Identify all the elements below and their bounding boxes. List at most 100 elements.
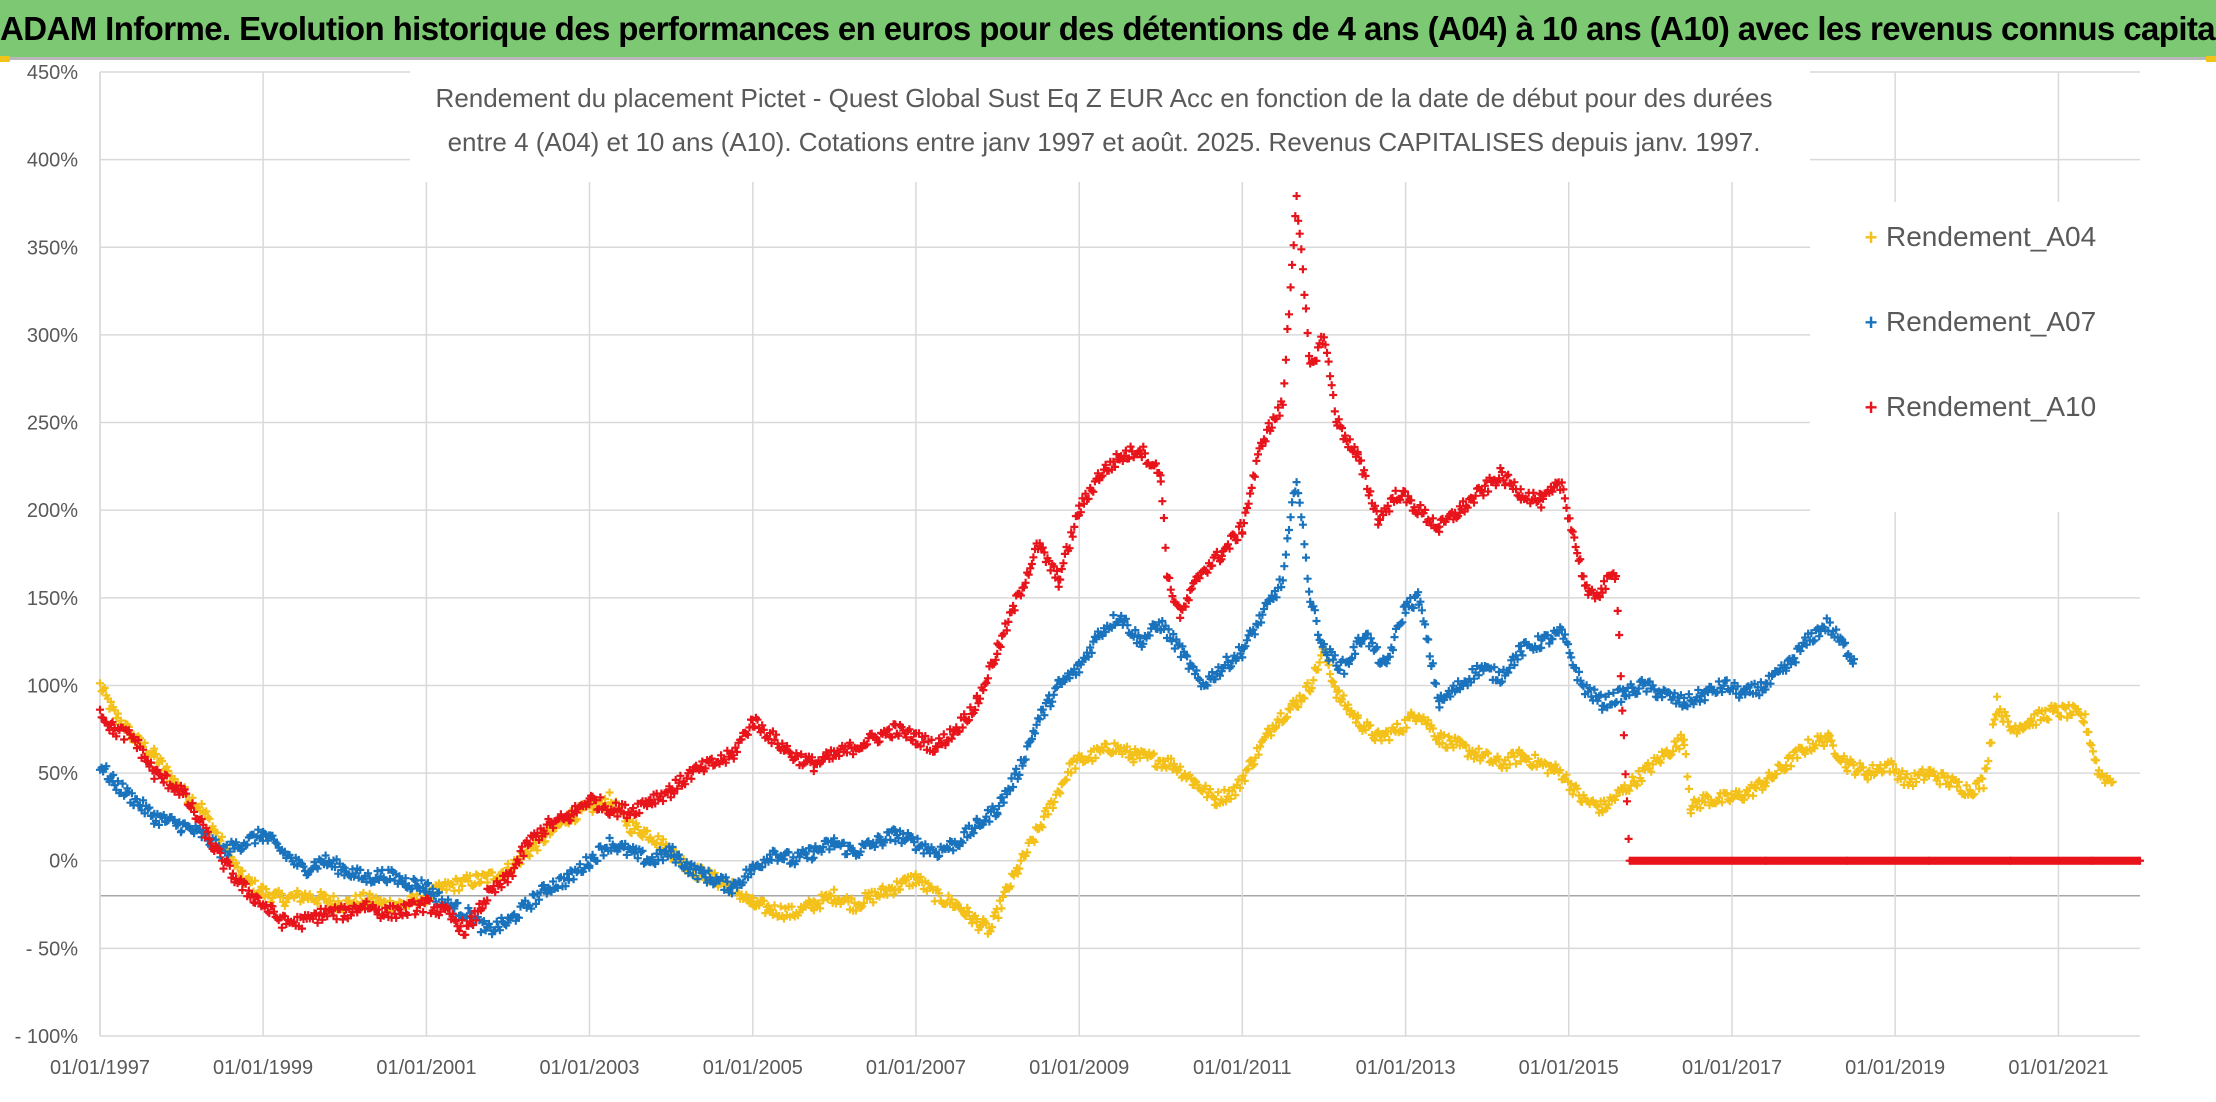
data-point [134,736,143,745]
data-point [1149,749,1158,758]
data-point [1192,666,1201,675]
data-point [1165,574,1174,582]
data-point [1782,765,1791,774]
data-point [1385,736,1394,745]
data-point [1329,655,1338,664]
data-point [1700,798,1709,807]
data-point [1574,556,1583,565]
data-point [1565,514,1574,523]
data-point [535,895,543,904]
data-point [1816,732,1825,741]
data-point [930,747,939,756]
data-point [941,741,950,750]
data-point [707,754,716,763]
data-point [1414,588,1423,597]
data-point [889,890,898,899]
data-point [1787,762,1795,771]
data-point [674,850,683,859]
data-point [1285,310,1293,319]
data-point [1285,526,1293,534]
data-point [1065,674,1074,683]
data-point [1476,756,1485,765]
data-point [747,870,755,878]
data-point [453,899,462,907]
data-point [1565,785,1574,794]
data-point [1135,753,1144,762]
data-point [947,895,956,904]
data-point [1068,532,1077,541]
data-point [180,785,189,794]
data-point [1214,788,1223,797]
data-point [1062,775,1071,784]
data-point [1276,709,1285,718]
data-point [461,930,470,939]
data-point [604,809,613,818]
data-point [1550,483,1558,492]
data-point [758,863,767,872]
data-point [1537,643,1546,652]
data-point [982,919,991,928]
x-tick-label: 01/01/2009 [1029,1057,1129,1079]
data-point [993,649,1002,658]
data-point [140,752,149,761]
data-point [585,861,594,870]
data-point [1497,677,1506,686]
data-point [524,850,533,859]
data-point [458,916,467,925]
data-point [902,733,911,742]
data-point [1070,665,1079,674]
data-point [1611,699,1619,708]
data-point [1018,761,1027,770]
data-point [1246,489,1255,498]
data-point [1559,485,1568,494]
data-point [1048,803,1057,812]
data-point [1565,649,1574,657]
data-point [1351,649,1360,658]
data-point [1186,586,1195,594]
data-point [151,750,160,758]
data-point [1480,481,1489,490]
data-point [2108,777,2117,786]
data-point [1323,348,1331,357]
data-point [1449,743,1458,752]
data-point [1260,605,1268,613]
data-point [370,877,379,886]
data-point [1373,643,1381,652]
data-point [960,710,969,719]
data-point [846,738,854,747]
data-point [1953,782,1962,791]
data-point [1000,887,1009,896]
data-point [386,875,394,883]
series-rendement_a10 [96,192,2144,939]
data-point [124,726,133,735]
data-point [1366,721,1375,730]
data-point [1280,562,1289,571]
data-point [1368,639,1377,647]
data-point [1139,442,1148,451]
data-point [1440,731,1449,740]
data-point [1357,639,1366,648]
y-tick-label: 450% [27,62,78,84]
data-point [298,924,306,933]
data-point [1772,769,1781,778]
data-point [392,913,401,922]
data-point [621,800,630,809]
data-point [842,893,851,902]
data-point [1361,471,1370,480]
title-banner: ADAM Informe. Evolution historique des p… [0,0,2216,60]
data-point [1692,693,1701,702]
data-point [100,683,109,692]
data-point [112,732,121,741]
data-point [753,715,762,724]
data-point [1305,587,1314,596]
data-point [979,820,988,829]
data-point [132,795,141,804]
data-point [1417,606,1426,615]
data-point [541,837,550,846]
data-point [1016,856,1025,865]
data-point [1537,503,1546,512]
data-point [1585,684,1594,692]
data-point [182,789,191,798]
data-point [549,877,558,886]
data-point [1015,864,1024,873]
